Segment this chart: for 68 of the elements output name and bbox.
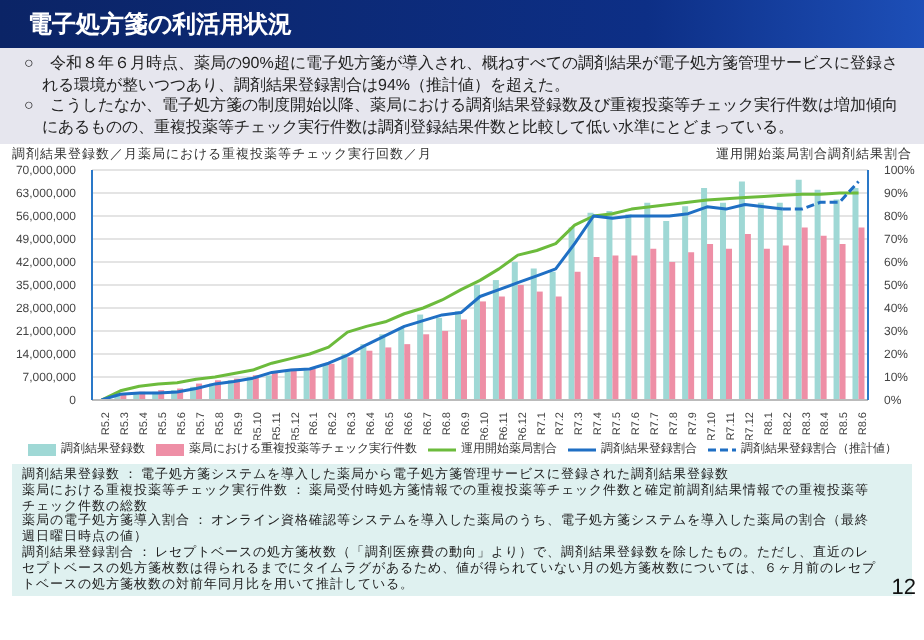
bar (593, 257, 600, 400)
bar (719, 202, 726, 400)
bar (820, 235, 827, 400)
chart-title: 電子処方箋の利活用状況 (0, 0, 924, 48)
bar (612, 255, 619, 400)
bar (379, 334, 386, 400)
bar (423, 334, 430, 400)
bar (479, 301, 486, 400)
text: ○ 令和８年６月時点、薬局の90%超に電子処方箋が導入され、概ねすべての調剤結果が電子処方箋管理サービスに登録される環境が整いつつあり、調剤結果登録割合は94%（推計値）を超えた。 (24, 54, 900, 96)
bar (801, 227, 808, 400)
bar (644, 202, 651, 400)
bar (498, 296, 505, 400)
line-series (99, 191, 861, 400)
bar (536, 291, 543, 400)
bar (763, 248, 770, 400)
bar (725, 248, 732, 400)
bar (309, 368, 316, 400)
bar (650, 248, 657, 400)
bar (549, 271, 556, 400)
bar (707, 243, 714, 400)
bar (366, 350, 373, 400)
bar (568, 227, 575, 400)
bar (328, 363, 335, 400)
bar (625, 214, 632, 400)
bar (606, 211, 613, 400)
bar (265, 375, 272, 400)
bar (492, 280, 499, 400)
bar (341, 354, 348, 400)
bar (404, 344, 411, 400)
bar (814, 189, 821, 400)
bar (473, 285, 480, 400)
bar (839, 243, 846, 400)
bar (587, 212, 594, 400)
bar (858, 227, 865, 400)
bar (455, 311, 462, 400)
bar (757, 202, 764, 400)
bar (782, 245, 789, 400)
bar (385, 347, 392, 400)
text: ○ こうしたなか、電子処方箋の制度開始以降、薬局における調剤結果登録数及び重複投薬等チェック実行件数は増加傾向にあるものの、重複投薬等チェック実行件数は調剤登録結果件数と比較して低い水準にとどまっている。 (24, 96, 900, 138)
bar (574, 271, 581, 400)
bar (303, 370, 310, 400)
bar (852, 188, 859, 400)
bar (701, 188, 708, 400)
bar (669, 262, 676, 400)
bar (461, 319, 468, 400)
bar (442, 331, 449, 400)
text: 12 (891, 575, 916, 600)
bar (322, 363, 329, 400)
bar (833, 199, 840, 400)
bar (631, 255, 638, 400)
bar (795, 179, 802, 400)
bar (776, 202, 783, 400)
bar (398, 327, 405, 400)
bar (555, 296, 562, 400)
bar (663, 220, 670, 400)
bar (688, 252, 695, 400)
bar (517, 285, 524, 400)
bar (271, 372, 278, 400)
bar (530, 268, 537, 400)
bar (417, 314, 424, 400)
bar (511, 262, 518, 400)
bar (744, 234, 751, 400)
bar (284, 370, 291, 400)
bar (436, 317, 443, 400)
bar (347, 357, 354, 400)
bar (682, 206, 689, 400)
bar (738, 181, 745, 400)
bar (360, 344, 367, 400)
